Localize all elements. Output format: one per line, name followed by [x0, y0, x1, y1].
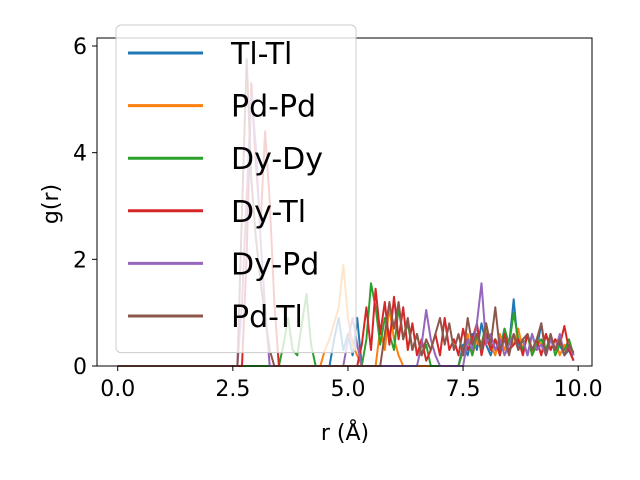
x-tick-label: 2.5: [215, 377, 250, 402]
y-tick-label: 4: [73, 142, 87, 167]
x-tick-label: 5.0: [330, 377, 365, 402]
legend-label-tl-tl: Tl-Tl: [230, 37, 292, 72]
legend-label-pd-pd: Pd-Pd: [231, 90, 316, 125]
legend-label-dy-dy: Dy-Dy: [231, 142, 323, 177]
y-tick-label: 6: [73, 35, 87, 60]
legend-label-dy-tl: Dy-Tl: [231, 195, 306, 230]
legend-label-dy-pd: Dy-Pd: [231, 247, 319, 282]
y-axis-label: g(r): [39, 184, 64, 224]
legend-label-pd-tl: Pd-Tl: [231, 300, 303, 335]
legend: Tl-Tl Pd-Pd Dy-Dy Dy-Tl Dy-Pd Pd-Tl: [115, 24, 357, 354]
x-tick-label: 0.0: [100, 377, 135, 402]
ticks-layer: 0.0 2.5 5.0 7.5 10.0 0 2 4 6: [73, 35, 603, 402]
y-tick-label: 0: [73, 355, 87, 380]
x-axis-label: r (Å): [321, 419, 369, 446]
x-tick-label: 7.5: [446, 377, 481, 402]
y-tick-label: 2: [73, 248, 87, 273]
x-tick-label: 10.0: [554, 377, 603, 402]
series-line-pd-tl: [117, 58, 575, 367]
